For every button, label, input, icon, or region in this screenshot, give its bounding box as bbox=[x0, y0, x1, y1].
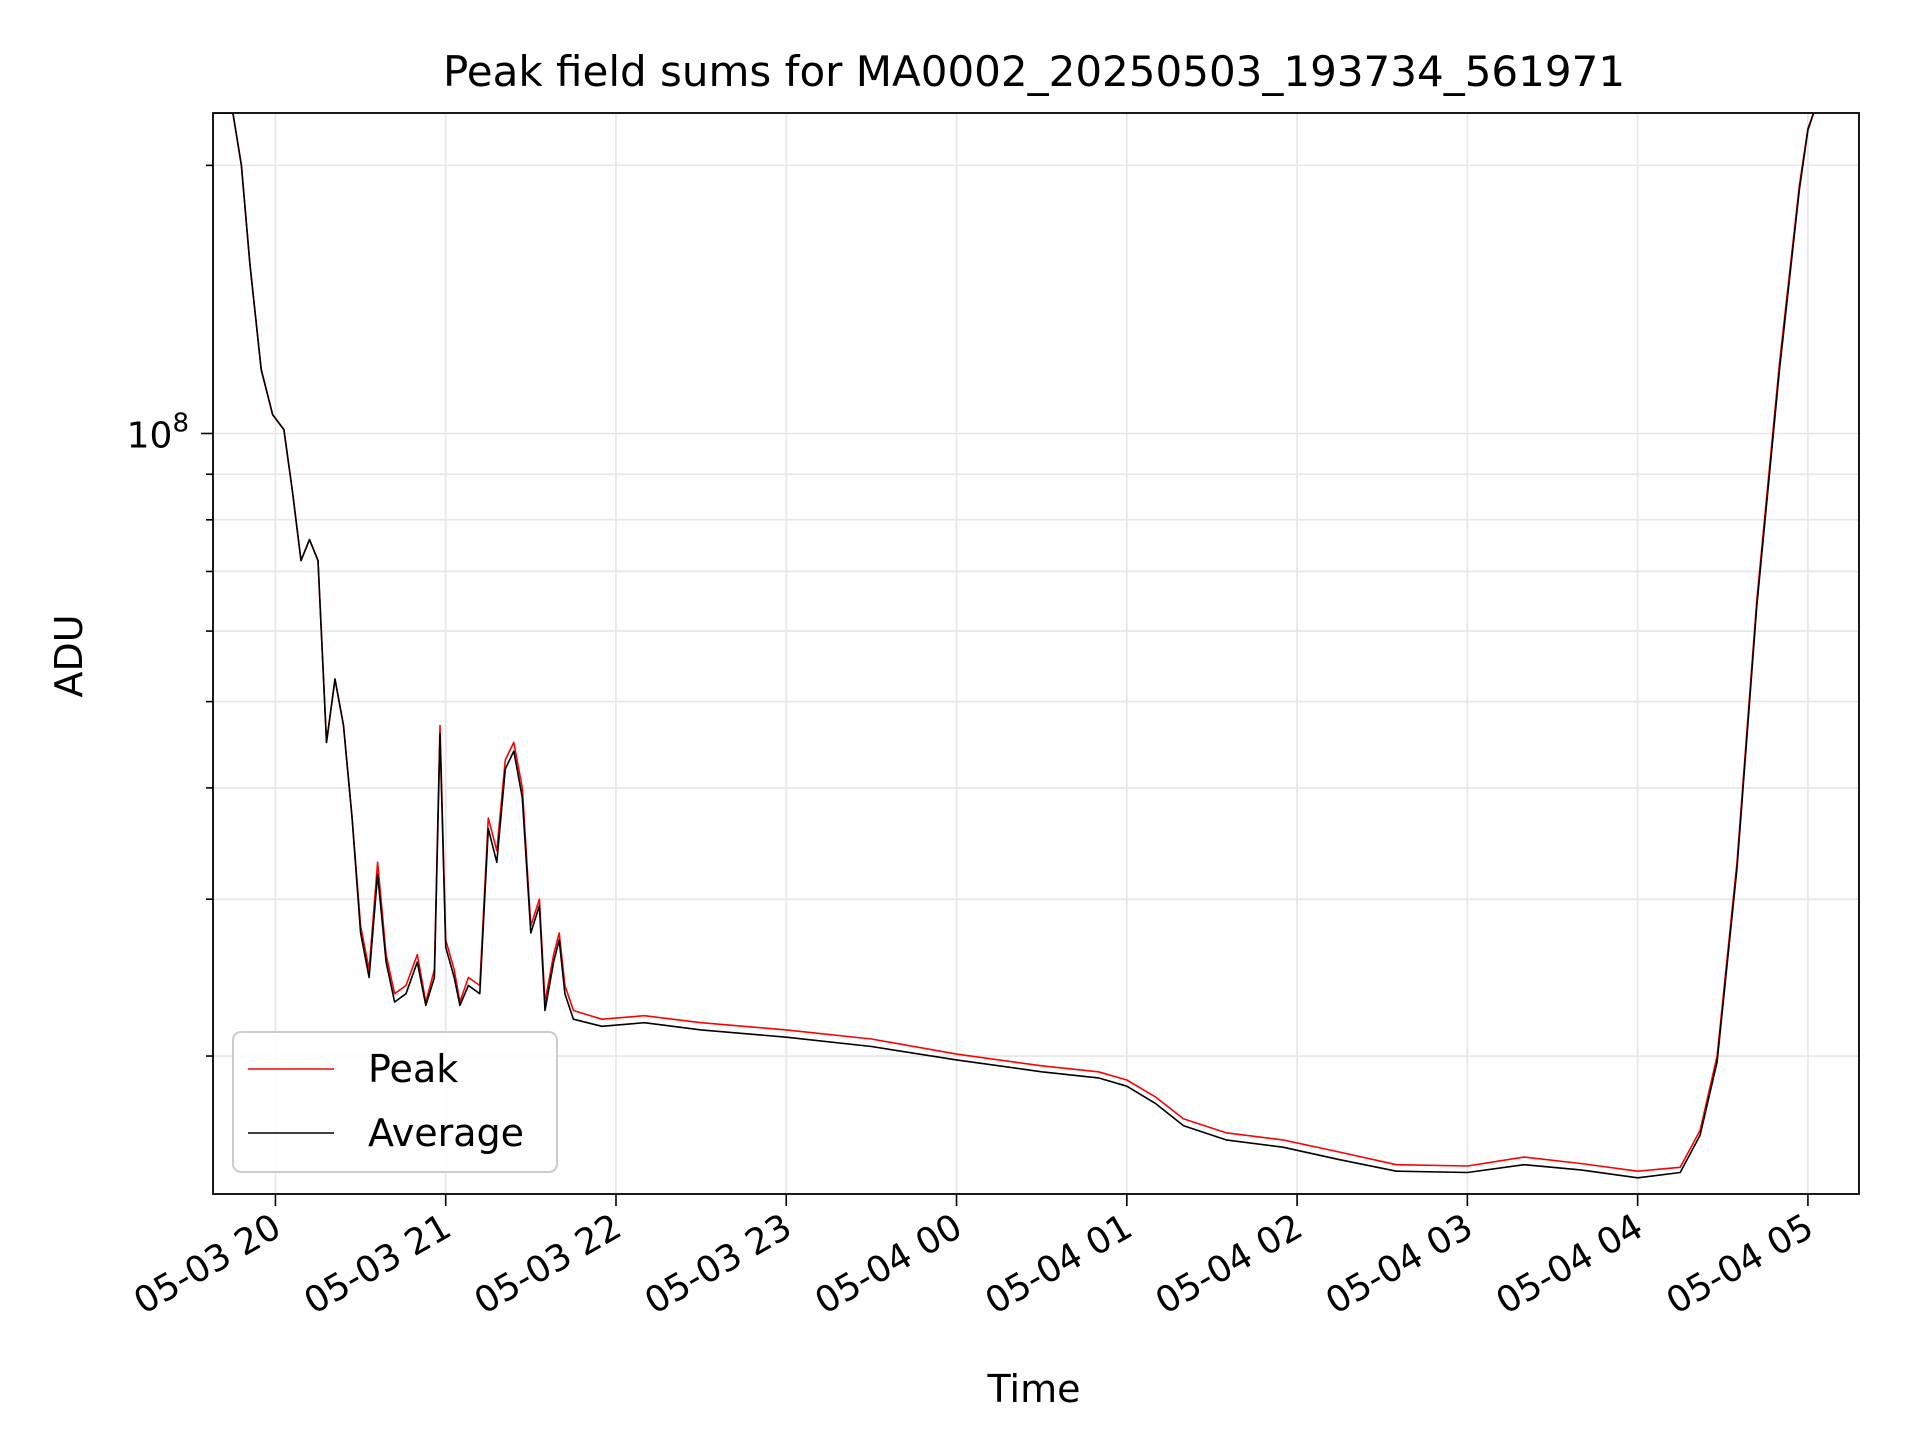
y-tick-label: 108 bbox=[127, 408, 189, 456]
legend: Peak Average bbox=[232, 1031, 558, 1173]
series-line-average bbox=[213, 113, 1815, 1179]
legend-label-peak: Peak bbox=[368, 1047, 458, 1091]
legend-label-average: Average bbox=[368, 1111, 524, 1155]
grid bbox=[213, 113, 1859, 1194]
x-axis-label: Time bbox=[987, 1367, 1081, 1411]
axes-frame bbox=[212, 112, 1860, 1195]
chart-title: Peak field sums for MA0002_20250503_1937… bbox=[443, 47, 1625, 96]
legend-box bbox=[232, 1031, 558, 1173]
series-layer bbox=[213, 113, 1815, 1179]
y-axis-label: ADU bbox=[47, 614, 91, 697]
